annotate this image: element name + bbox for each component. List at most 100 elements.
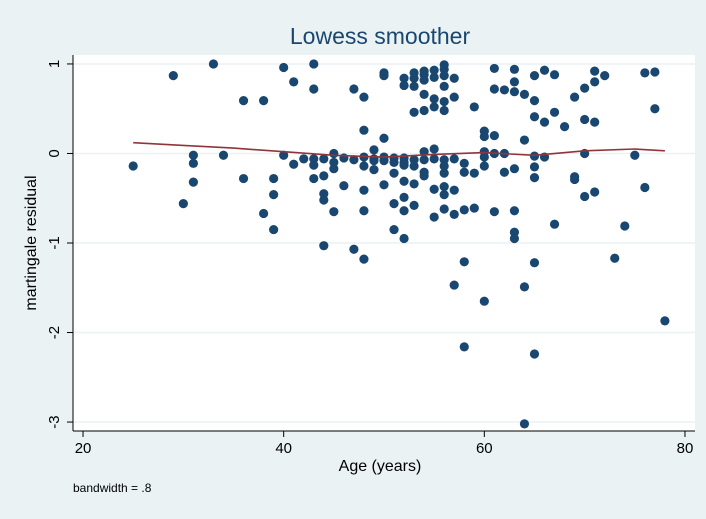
data-point [409,107,419,117]
data-point [379,156,389,166]
data-point [469,102,479,112]
data-point [529,96,540,106]
data-point [489,63,499,74]
data-point [218,150,229,160]
data-point [389,224,399,235]
data-point [369,164,379,175]
data-point [489,207,499,217]
x-tick-label: 80 [677,440,694,457]
data-point [419,147,429,157]
data-point [168,70,178,81]
data-point [519,419,530,429]
smoother-layer [133,141,665,158]
data-point [439,204,449,214]
y-tick-label: 0 [46,149,63,157]
data-point [319,195,329,205]
data-point [580,114,590,125]
data-point [590,77,600,87]
data-point [429,102,439,112]
data-point [459,257,469,267]
data-point [449,209,459,219]
data-point [429,72,439,82]
data-point [319,171,329,181]
data-point [449,185,459,195]
data-point [419,105,429,116]
data-point [188,158,198,168]
data-point [289,159,299,169]
x-tick-label: 60 [476,440,493,457]
data-point [429,144,439,154]
y-tick-label: -3 [46,415,63,428]
data-point [309,84,319,94]
data-point [459,167,469,177]
data-point [429,154,439,164]
data-point [439,168,449,178]
data-point [279,62,289,73]
axes: 1 0 -1 -2 -3 20 40 60 80 [46,55,695,457]
data-point [590,117,600,127]
data-point [359,254,369,264]
data-point [529,173,540,183]
data-point [509,233,520,244]
data-point [319,241,329,251]
data-point [449,154,459,164]
x-tick-label: 40 [275,440,292,457]
data-point [409,73,419,83]
data-point [359,185,369,195]
data-point [128,161,138,171]
data-point [188,177,198,187]
data-point [429,184,439,194]
data-point [640,68,650,78]
data-point [269,224,279,235]
data-point [379,133,389,143]
data-point [519,89,530,99]
data-point [620,221,630,231]
data-point [630,150,640,160]
data-point [259,96,269,106]
data-point [539,65,550,75]
data-point [238,173,249,184]
data-point [549,219,560,229]
data-point [409,81,419,91]
data-point [519,282,530,292]
data-point [580,83,590,93]
data-point [379,180,389,190]
data-point [269,190,279,200]
data-point [389,168,399,178]
data-point [238,96,249,106]
data-point [479,161,489,171]
data-point [409,200,419,210]
data-point [529,349,540,359]
data-point [439,70,449,81]
data-point [399,160,409,170]
data-point [590,187,600,197]
data-point [429,94,439,104]
data-point [439,190,449,200]
data-point [650,67,660,77]
data-point [529,162,540,172]
data-point [399,80,409,91]
data-point [499,167,509,177]
data-point [549,107,560,117]
data-point [600,70,610,81]
data-point [570,92,580,102]
y-axis-label: martingale residual [23,175,40,310]
data-point [309,59,319,69]
data-point [479,131,489,142]
data-point [489,84,499,94]
data-point [339,181,349,191]
data-point [539,117,550,127]
data-point [580,191,590,202]
data-point [509,206,520,216]
data-point [419,155,429,165]
data-point [279,150,289,160]
gridlines [73,63,695,423]
data-point [479,296,489,306]
data-point [570,174,580,185]
data-point [439,182,449,192]
data-point [329,164,339,174]
data-point [319,154,329,164]
data-point [549,70,560,80]
data-point [419,171,429,181]
